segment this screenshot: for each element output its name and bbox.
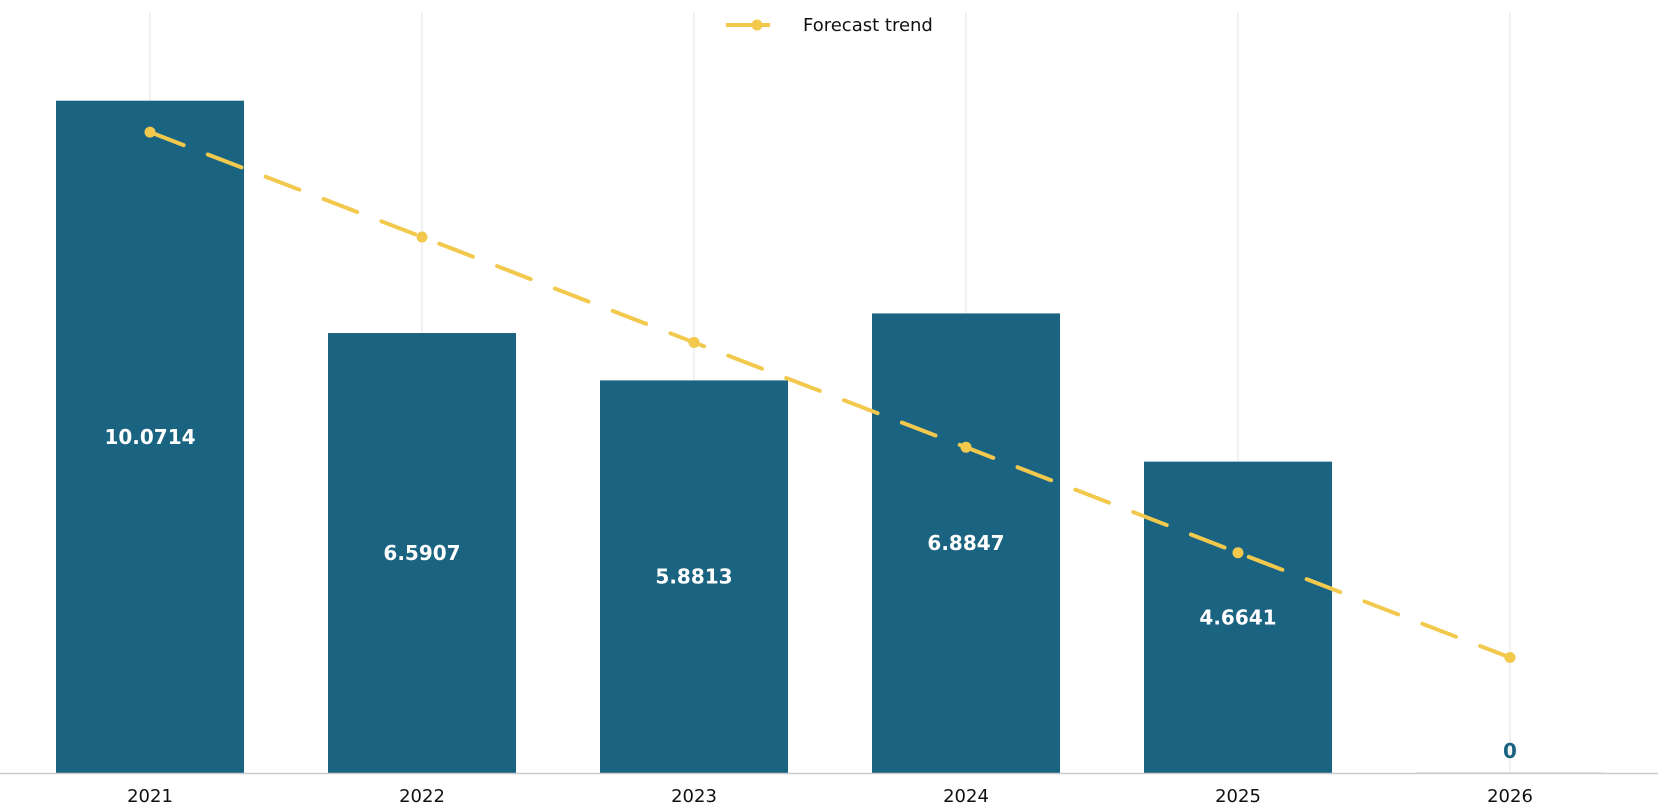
trend-point-2026 [1504, 652, 1516, 664]
x-tick-label-2026: 2026 [1487, 786, 1533, 805]
trend-point-2024 [960, 441, 972, 453]
legend: Forecast trend [726, 15, 933, 36]
bar-2024 [872, 313, 1060, 773]
bar-2021 [56, 100, 244, 773]
bar-2026 [1416, 772, 1604, 773]
trend-line-path [148, 130, 1512, 660]
legend-swatch-marker [751, 19, 763, 31]
bar-value-label-2024: 6.8847 [927, 531, 1004, 555]
bar-value-label-2025: 4.6641 [1199, 605, 1276, 629]
trend-point-2023 [688, 336, 700, 348]
trend-point-2025 [1232, 547, 1244, 559]
bar-value-label-2023: 5.8813 [655, 565, 732, 589]
bar-2022 [328, 333, 516, 773]
legend-label: Forecast trend [803, 15, 933, 36]
trend-point-2022 [416, 231, 428, 243]
bar-value-labels: 10.0714 6.5907 5.8813 6.8847 4.6641 0 [104, 425, 1517, 763]
x-axis: 2021 2022 2023 2024 2025 2026 [0, 772, 1658, 805]
bars [56, 100, 1604, 773]
bar-2023 [600, 380, 788, 773]
bar-value-label-2022: 6.5907 [383, 541, 460, 565]
bar-value-label-2026: 0 [1503, 739, 1517, 763]
x-tick-label-2022: 2022 [399, 786, 445, 805]
bar-value-label-2021: 10.0714 [104, 425, 195, 449]
trend-point-2021 [144, 126, 156, 138]
x-tick-label-2025: 2025 [1215, 786, 1261, 805]
x-tick-label-2021: 2021 [127, 786, 173, 805]
x-tick-label-2024: 2024 [943, 786, 989, 805]
trend-line [144, 126, 1516, 664]
bar-2025 [1144, 461, 1332, 773]
x-tick-label-2023: 2023 [671, 786, 717, 805]
